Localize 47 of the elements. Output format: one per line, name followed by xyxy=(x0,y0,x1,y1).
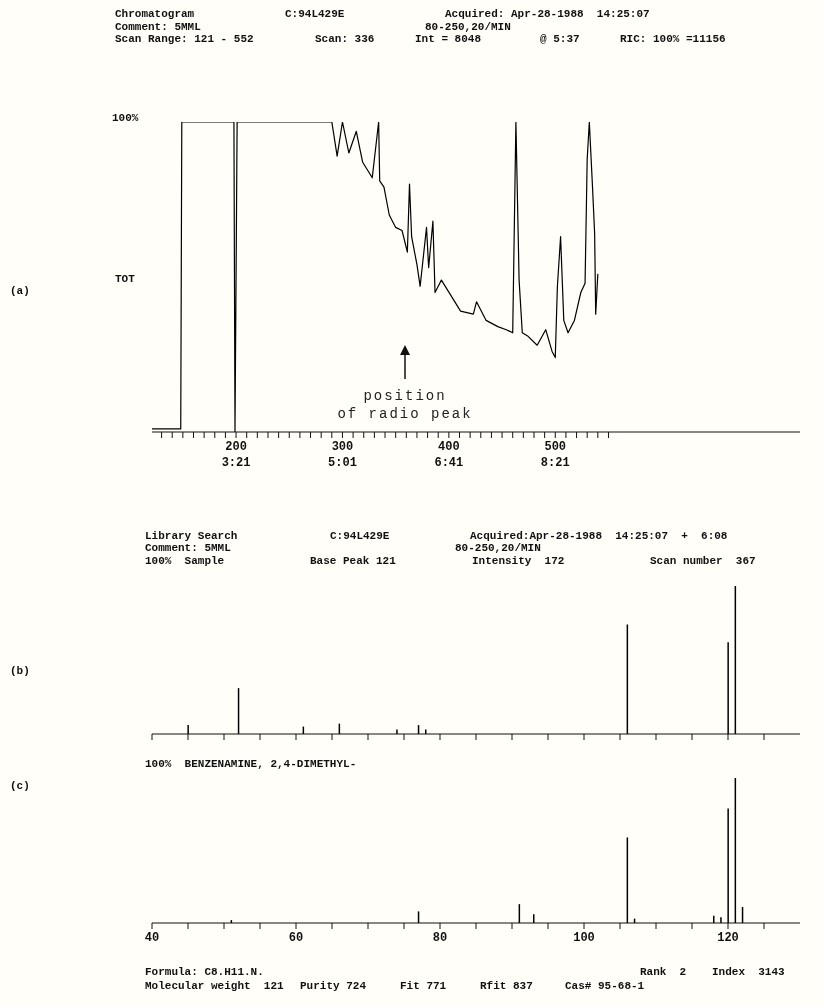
x2-tick-label: 5:01 xyxy=(328,456,357,470)
text: Scan number 367 xyxy=(650,555,756,567)
chart-title: Library Search xyxy=(145,530,238,542)
text: Scan Range: 121 - 552 xyxy=(115,33,254,45)
chart-title: 100% BENZENAMINE, 2,4-DIMETHYL- xyxy=(145,758,357,770)
text: Intensity 172 xyxy=(472,555,565,567)
text: Acquired: Apr-28-1988 14:25:07 xyxy=(445,8,650,20)
text: 80-250,20/MIN xyxy=(455,542,541,554)
text: TOT xyxy=(115,273,135,285)
text: Int = 8048 xyxy=(415,33,482,45)
text: Molecular weight 121 xyxy=(145,980,284,992)
x-tick-label: 100 xyxy=(573,931,595,945)
x2-tick-label: 3:21 xyxy=(221,456,251,470)
text: C:94L429E xyxy=(285,8,345,20)
text: Comment: 5MML xyxy=(145,542,231,554)
text: Scan: 336 xyxy=(315,33,375,45)
text: 100% xyxy=(112,112,139,124)
x-tick-label: 400 xyxy=(438,440,460,454)
text: (b) xyxy=(10,665,30,677)
x-tick-label: 60 xyxy=(288,931,304,945)
x2-tick-label: 6:41 xyxy=(434,456,464,470)
text: Base Peak 121 xyxy=(310,555,396,567)
text: 80-250,20/MIN xyxy=(425,21,511,33)
x-tick-label: 300 xyxy=(331,440,354,454)
x2-tick-label: 8:21 xyxy=(540,456,570,470)
text: (a) xyxy=(10,285,30,297)
x-tick-label: 120 xyxy=(717,931,739,945)
text: Fit 771 xyxy=(400,980,447,992)
x-tick-label: 200 xyxy=(225,440,247,454)
text: Purity 724 xyxy=(300,980,367,992)
text: Formula: C8.H11.N. xyxy=(145,966,264,978)
text: Rank 2 xyxy=(640,966,687,978)
x-tick-label: 500 xyxy=(544,440,567,454)
text: Cas# 95-68-1 xyxy=(565,980,645,992)
text: Rfit 837 xyxy=(480,980,533,992)
x-tick-label: 40 xyxy=(144,931,160,945)
text: C:94L429E xyxy=(330,530,390,542)
x-tick-label: 80 xyxy=(432,931,448,945)
text: (c) xyxy=(10,780,30,792)
text: @ 5:37 xyxy=(540,33,580,45)
text: Index 3143 xyxy=(712,966,785,978)
chart-title: Chromatogram xyxy=(115,8,195,20)
text: Acquired:Apr-28-1988 14:25:07 + 6:08 xyxy=(470,530,728,542)
text: Comment: 5MML xyxy=(115,21,201,33)
text: RIC: 100% =11156 xyxy=(620,33,726,45)
text: 100% Sample xyxy=(145,555,225,567)
annotation: position of radio peak xyxy=(336,387,474,423)
